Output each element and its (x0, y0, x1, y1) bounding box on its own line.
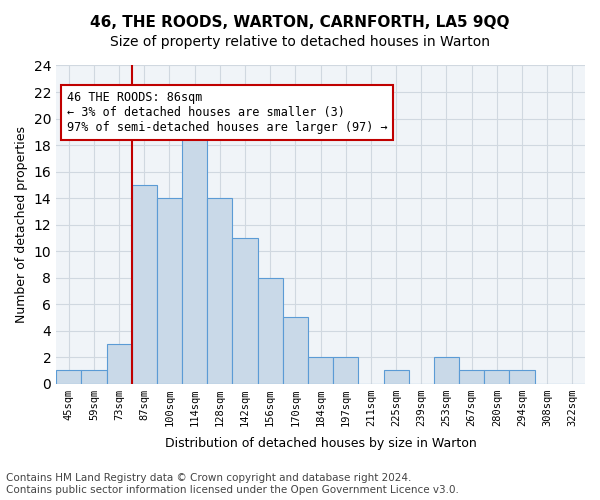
Y-axis label: Number of detached properties: Number of detached properties (15, 126, 28, 323)
X-axis label: Distribution of detached houses by size in Warton: Distribution of detached houses by size … (165, 437, 476, 450)
Text: 46 THE ROODS: 86sqm
← 3% of detached houses are smaller (3)
97% of semi-detached: 46 THE ROODS: 86sqm ← 3% of detached hou… (67, 91, 388, 134)
Bar (459, 370, 484, 384)
Bar (107, 344, 132, 384)
Bar (434, 357, 459, 384)
Bar (283, 318, 308, 384)
Bar (484, 370, 509, 384)
Bar (132, 185, 157, 384)
Text: Size of property relative to detached houses in Warton: Size of property relative to detached ho… (110, 35, 490, 49)
Text: 46, THE ROODS, WARTON, CARNFORTH, LA5 9QQ: 46, THE ROODS, WARTON, CARNFORTH, LA5 9Q… (90, 15, 510, 30)
Bar (232, 238, 257, 384)
Bar (56, 370, 82, 384)
Text: Contains HM Land Registry data © Crown copyright and database right 2024.
Contai: Contains HM Land Registry data © Crown c… (6, 474, 459, 495)
Bar (308, 357, 333, 384)
Bar (383, 370, 409, 384)
Bar (82, 370, 107, 384)
Bar (257, 278, 283, 384)
Bar (207, 198, 232, 384)
Bar (157, 198, 182, 384)
Bar (333, 357, 358, 384)
Bar (182, 118, 207, 384)
Bar (509, 370, 535, 384)
